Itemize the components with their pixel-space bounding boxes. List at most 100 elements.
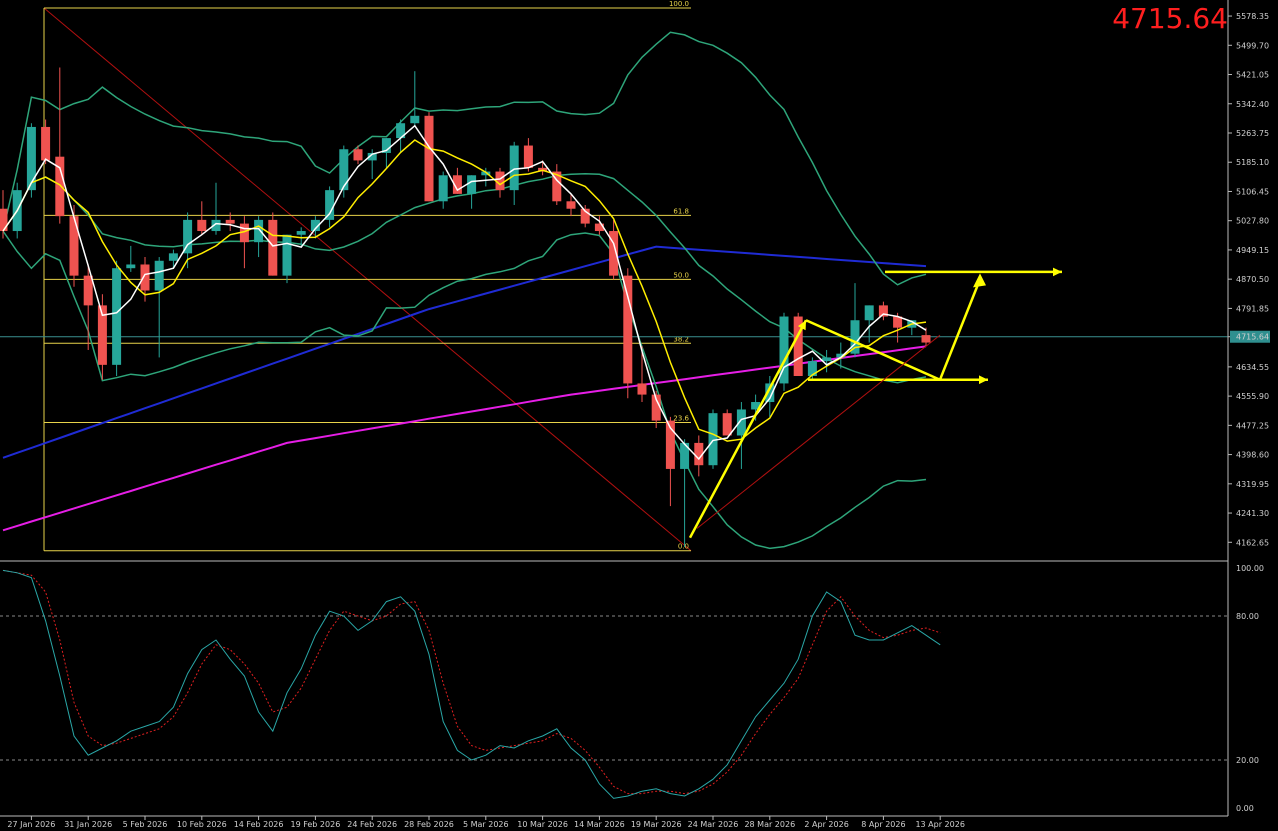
date-tick-label: 10 Feb 2026 [177, 820, 227, 829]
candle-body [353, 149, 363, 161]
price-tick-label: 5027.80 [1236, 217, 1269, 226]
date-tick-label: 5 Feb 2026 [123, 820, 168, 829]
bollinger-lower [2, 230, 927, 550]
ma-100-line [2, 245, 927, 459]
candle-body [850, 320, 860, 354]
bollinger-middle [2, 173, 927, 384]
candle-body [552, 171, 562, 202]
breakout-line [938, 278, 982, 381]
ma-200-line [2, 345, 927, 532]
price-tick-label: 5106.45 [1236, 187, 1269, 196]
date-tick-label: 28 Mar 2026 [744, 820, 795, 829]
candle-body [296, 231, 306, 235]
candle-body [239, 223, 249, 243]
candle-body [807, 361, 817, 376]
candle-body [197, 219, 207, 232]
breakout-arrow-head [973, 273, 986, 288]
candle-body [523, 145, 533, 168]
price-tick-label: 5578.35 [1236, 12, 1269, 21]
date-tick-label: 28 Feb 2026 [404, 820, 454, 829]
candle-body [623, 275, 633, 384]
candle-body [694, 442, 704, 466]
candle-body [878, 305, 888, 317]
candle-body [594, 223, 604, 232]
current-price-tag [1230, 330, 1270, 343]
candle-body [822, 357, 832, 362]
price-tick-label: 4477.25 [1236, 421, 1269, 430]
stoch-k-line [2, 569, 941, 799]
candle-body [452, 175, 462, 194]
candle-body [282, 234, 292, 276]
stochastic-layer [0, 569, 1228, 799]
date-tick-label: 2 Apr 2026 [804, 820, 848, 829]
date-tick-label: 13 Apr 2026 [915, 820, 964, 829]
candle-body [225, 219, 235, 224]
candle-body [112, 268, 122, 365]
candle-body [69, 216, 79, 276]
candle-body [0, 208, 8, 232]
candle-body [793, 316, 803, 376]
support-trend-line [696, 334, 941, 529]
candle-body [126, 264, 136, 269]
candle-body [736, 409, 746, 436]
candle-body [864, 305, 874, 321]
candle-body [410, 115, 420, 124]
flag-upper-line [805, 319, 941, 381]
price-tick-label: 5185.10 [1236, 158, 1269, 167]
candle-body [367, 152, 377, 161]
candle-body [665, 420, 675, 469]
candle-body [637, 383, 647, 395]
stoch-d-line [2, 569, 941, 795]
candle-body [609, 231, 619, 276]
price-tick-label: 4634.55 [1236, 363, 1269, 372]
candle-body [580, 208, 590, 224]
candle-body [722, 413, 732, 436]
candle-body [41, 126, 51, 161]
fib-level-label: 38.2 [673, 335, 689, 343]
fib-level-label: 61.8 [673, 207, 689, 215]
candle-body [836, 353, 846, 358]
date-tick-label: 24 Feb 2026 [347, 820, 397, 829]
candle-body [26, 126, 36, 191]
main-chart-layer: 100.0 61.8 50.0 38.2 23.6 0.0 [0, 0, 1228, 552]
date-tick-label: 27 Jan 2026 [7, 820, 55, 829]
candle-body [651, 394, 661, 421]
price-tick-label: 4162.65 [1236, 538, 1269, 547]
price-tick-label: 5421.05 [1236, 71, 1269, 80]
price-tick-label: 5263.75 [1236, 129, 1269, 138]
target-down-arrow-head [978, 375, 988, 385]
candle-body [481, 171, 491, 176]
ma-mid-line [2, 139, 927, 442]
date-tick-label: 10 Mar 2026 [517, 820, 568, 829]
fib-level-label: 100.0 [669, 0, 689, 8]
stoch-tick-label: 0.00 [1236, 804, 1254, 813]
candle-body [310, 219, 320, 232]
candle-body [254, 219, 264, 243]
price-tick-label: 4319.95 [1236, 480, 1269, 489]
candle-body [921, 335, 931, 343]
candle-body [183, 219, 193, 254]
bollinger-upper [2, 31, 927, 286]
candle-body [325, 190, 335, 220]
candle-body [438, 175, 448, 202]
date-tick-label: 19 Mar 2026 [631, 820, 682, 829]
candle-body [708, 413, 718, 466]
current-price-display: 4715.64 [1112, 2, 1228, 35]
candle-body [339, 149, 349, 191]
stoch-tick-label: 100.00 [1236, 564, 1264, 573]
stoch-tick-label: 20.00 [1236, 756, 1259, 765]
fib-level-label: 23.6 [673, 414, 689, 422]
candle-body [765, 383, 775, 403]
candle-body [140, 264, 150, 291]
candle-body [268, 219, 278, 276]
date-tick-label: 14 Feb 2026 [234, 820, 284, 829]
candle-body [168, 253, 178, 261]
price-tick-label: 4791.85 [1236, 304, 1269, 313]
candle-body [55, 156, 65, 217]
candle-body [566, 201, 576, 209]
ma-fast-line [2, 124, 927, 461]
candle-body [424, 115, 434, 202]
price-tick-label: 5342.40 [1236, 100, 1269, 109]
candle-body [211, 219, 221, 232]
